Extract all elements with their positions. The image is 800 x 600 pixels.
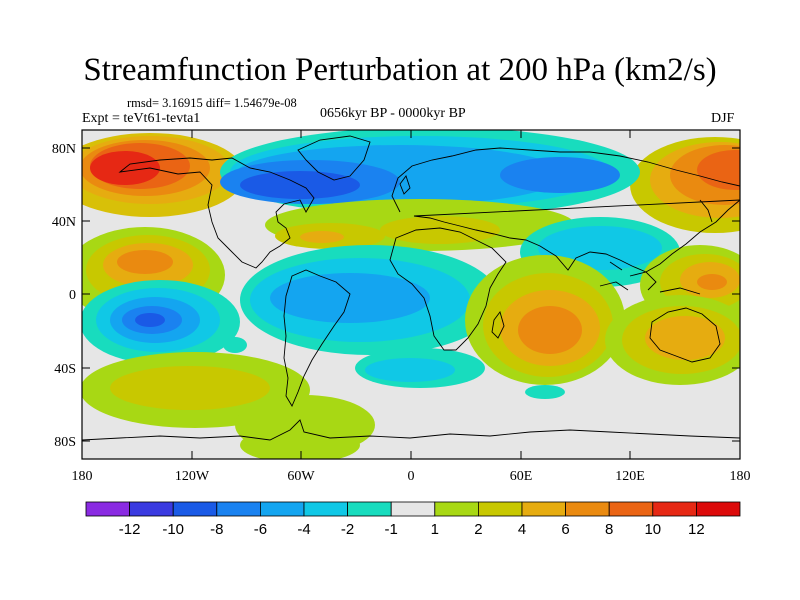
stats-label: rmsd= 3.16915 diff= 1.54679e-08 <box>127 96 297 110</box>
uk-coast <box>399 175 411 195</box>
australia-high <box>605 295 740 385</box>
colorbar-swatch <box>608 501 654 517</box>
colorbar-swatch <box>172 501 218 517</box>
colorbar-swatch <box>696 501 741 517</box>
longitude-labels: 180 120W 60W 0 60E 120E 180 <box>72 469 751 484</box>
australia-coast <box>649 307 721 363</box>
colorbar-swatch <box>129 501 174 517</box>
northwest-pacific-high <box>630 137 740 233</box>
colorbar-swatch <box>303 501 348 517</box>
colorbar-label: -10 <box>162 521 184 538</box>
colorbar-swatch <box>390 501 436 517</box>
north-pacific-high <box>82 133 245 217</box>
latitude-ticks <box>82 147 740 442</box>
north-america-coast <box>118 157 315 269</box>
lon-label: 0 <box>408 469 415 484</box>
contour-field <box>82 130 740 459</box>
maritime-continent-coast <box>599 261 701 295</box>
greenland-coast <box>297 135 371 181</box>
colorbar-label: 2 <box>474 521 482 538</box>
madagascar-coast <box>491 311 505 339</box>
colorbar-label: 8 <box>605 521 613 538</box>
south-america-coast <box>283 269 351 407</box>
colorbar: -12 -10 -8 -6 -4 -2 -1 1 2 4 6 8 10 12 <box>85 501 741 538</box>
colorbar-label: 10 <box>644 521 661 538</box>
colorbar-labels: -12 -10 -8 -6 -4 -2 -1 1 2 4 6 8 10 12 <box>119 521 705 538</box>
lat-label: 80N <box>52 142 76 157</box>
colorbar-swatch <box>565 501 610 517</box>
lat-label: 40N <box>52 215 76 230</box>
colorbar-label: 1 <box>431 521 439 538</box>
colorbar-label: 6 <box>561 521 569 538</box>
lon-label: 60W <box>287 469 315 484</box>
colorbar-boxes <box>85 501 741 517</box>
antarctica-coast <box>82 419 740 441</box>
colorbar-label: -1 <box>385 521 398 538</box>
colorbar-label: -8 <box>210 521 223 538</box>
experiment-label: Expt = teVt61-tevta1 <box>82 111 201 126</box>
lon-label: 120W <box>175 469 210 484</box>
colorbar-label: -2 <box>341 521 354 538</box>
lat-label: 80S <box>54 435 76 450</box>
colorbar-swatch <box>434 501 479 517</box>
colorbar-label: 4 <box>518 521 526 538</box>
period-label: 0656kyr BP - 0000kyr BP <box>320 106 466 121</box>
lat-label: 40S <box>54 362 76 377</box>
colorbar-swatch <box>347 501 392 517</box>
lon-label: 60E <box>510 469 533 484</box>
colorbar-label: 12 <box>688 521 705 538</box>
indian-ocean-high <box>465 255 625 385</box>
season-label: DJF <box>711 111 735 126</box>
lon-label: 180 <box>72 469 93 484</box>
small-low-feature <box>525 385 565 399</box>
lon-label: 120E <box>615 469 645 484</box>
colorbar-swatch <box>259 501 305 517</box>
coastlines <box>82 135 740 441</box>
lon-label: 180 <box>730 469 751 484</box>
plot-title: Streamfunction Perturbation at 200 hPa (… <box>83 52 717 88</box>
colorbar-swatch <box>521 501 566 517</box>
longitude-ticks <box>81 130 741 459</box>
colorbar-swatch <box>216 501 261 517</box>
southern-ocean-high <box>235 395 375 459</box>
colorbar-label: -4 <box>297 521 310 538</box>
north-atlantic-low <box>220 130 640 217</box>
south-atlantic-low <box>240 245 500 388</box>
colorbar-label: -6 <box>254 521 267 538</box>
colorbar-swatch <box>477 501 523 517</box>
latitude-labels: 80N 40N 0 40S 80S <box>52 142 76 450</box>
colorbar-label: -12 <box>119 521 141 538</box>
colorbar-swatch <box>85 501 130 517</box>
japan-coast <box>699 199 713 223</box>
eurasia-coast <box>391 147 740 273</box>
lat-label: 0 <box>69 288 76 303</box>
africa-coast <box>389 227 507 351</box>
colorbar-swatch <box>652 501 697 517</box>
south-pacific-low <box>82 280 240 364</box>
small-low-feature <box>223 337 247 353</box>
